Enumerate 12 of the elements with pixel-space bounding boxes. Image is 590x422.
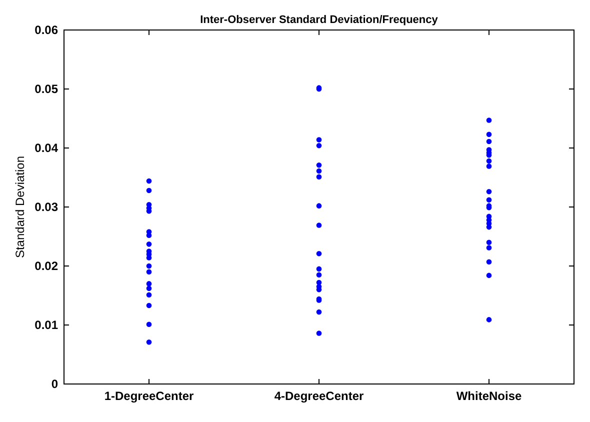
x-tick-label: WhiteNoise <box>456 389 522 403</box>
y-tick-label: 0.03 <box>34 200 58 214</box>
chart-title: Inter-Observer Standard Deviation/Frequency <box>200 14 439 26</box>
x-tick-label: 1-DegreeCenter <box>104 389 194 403</box>
y-axis-title: Standard Deviation <box>13 156 27 258</box>
y-tick-label: 0.06 <box>34 23 58 38</box>
x-tick-label: 4-DegreeCenter <box>274 389 364 403</box>
y-tick-label: 0.02 <box>34 259 58 274</box>
y-tick-label: 0.01 <box>34 318 58 332</box>
y-tick-label: 0.05 <box>34 82 58 96</box>
y-tick-label: 0 <box>51 377 58 392</box>
y-tick-label: 0.04 <box>34 141 58 156</box>
